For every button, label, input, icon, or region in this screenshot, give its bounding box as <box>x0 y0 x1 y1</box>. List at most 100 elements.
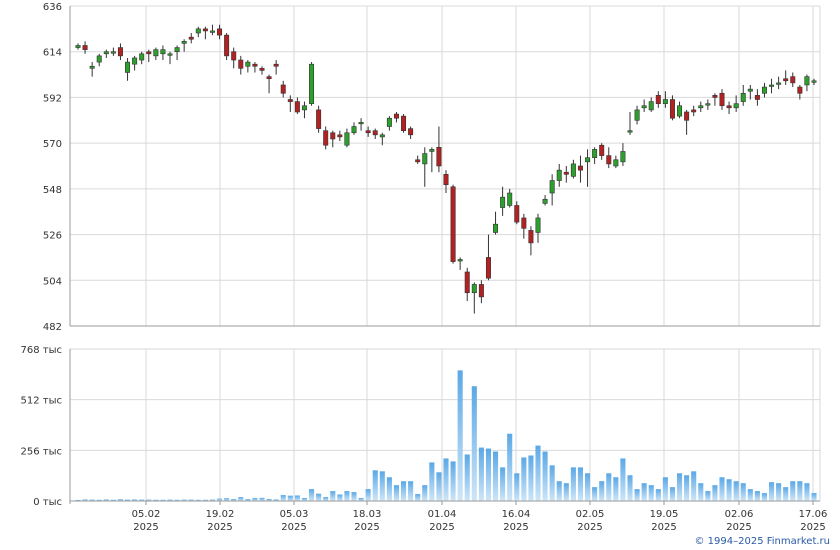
candle <box>280 80 286 98</box>
x-tick-label-date: 18.03 <box>353 509 382 520</box>
candle <box>485 234 491 281</box>
candle <box>662 91 668 108</box>
volume-bar <box>301 498 308 501</box>
volume-bar <box>167 499 173 501</box>
candle <box>634 105 640 125</box>
candle-body <box>351 126 357 134</box>
volume-bar <box>337 494 343 501</box>
price-y-tick-label: 504 <box>43 276 62 287</box>
candle <box>379 132 385 146</box>
candle-body <box>436 146 442 167</box>
copyright-footer[interactable]: © 1994–2025 Finmarket.ru <box>694 536 830 547</box>
candle-body <box>719 92 725 107</box>
x-tick-label-year: 2025 <box>207 522 232 533</box>
x-tick-label-year: 2025 <box>800 522 825 533</box>
volume-bar <box>691 471 697 501</box>
candle <box>365 126 371 137</box>
volume-bar <box>89 499 95 501</box>
candle <box>691 105 697 117</box>
candle <box>585 149 591 187</box>
x-tick-label-year: 2025 <box>503 522 528 533</box>
candle-body <box>365 130 371 134</box>
candle-body <box>422 153 428 165</box>
candle-body <box>811 80 817 83</box>
x-tick-label-year: 2025 <box>281 522 306 533</box>
candle <box>344 128 350 148</box>
candle-body <box>478 284 484 298</box>
price-panel: 482 504 526 548 570 592 614 636 <box>43 2 821 333</box>
candle <box>606 147 612 169</box>
volume-bar <box>570 467 576 501</box>
volume-bar <box>110 499 116 501</box>
candle <box>224 33 230 61</box>
candle <box>677 101 683 119</box>
candle <box>457 257 463 270</box>
candle <box>769 78 775 94</box>
volume-bar <box>563 483 569 501</box>
candle <box>252 62 258 73</box>
volume-panel: 0 тыс 256 тыс 512 тыс 768 тыс <box>21 345 821 508</box>
x-tick-label-date: 16.04 <box>502 509 531 520</box>
candle <box>712 93 718 106</box>
candle-body <box>379 134 385 138</box>
volume-bar <box>450 461 456 501</box>
x-tick-label-date: 19.05 <box>650 509 679 520</box>
volume-bar <box>415 494 421 501</box>
candle-body <box>330 132 336 140</box>
candle <box>75 43 81 50</box>
volume-bar <box>698 483 704 501</box>
candle-body <box>372 130 378 136</box>
candle-body <box>542 198 548 204</box>
candle-body <box>287 99 293 102</box>
volume-bar <box>478 447 484 501</box>
candle-body <box>386 117 392 127</box>
volume-y-tick-label: 512 тыс <box>21 396 62 407</box>
candle-body <box>549 180 555 194</box>
volume-bar <box>684 475 690 501</box>
candle <box>535 213 541 243</box>
volume-bar <box>754 491 760 501</box>
candle <box>259 66 265 75</box>
candle-body <box>209 30 215 33</box>
candle-body <box>641 105 647 109</box>
candle-body <box>662 99 668 104</box>
candle <box>599 143 605 160</box>
price-y-tick-label: 636 <box>43 2 62 13</box>
candle <box>811 78 817 85</box>
candle <box>443 170 449 194</box>
volume-bar <box>188 499 194 501</box>
volume-bar <box>662 477 668 501</box>
candle-body <box>259 68 265 71</box>
candle-body <box>301 105 307 111</box>
volume-bar <box>761 493 768 501</box>
volume-bar <box>776 483 782 501</box>
candle <box>783 70 789 85</box>
volume-bar <box>648 485 654 501</box>
volume-bar <box>202 499 208 501</box>
volume-bar <box>528 455 534 501</box>
candle-body <box>783 78 789 82</box>
volume-bar <box>316 493 322 501</box>
candle <box>684 109 690 135</box>
volume-bar <box>676 473 683 501</box>
volume-bar <box>556 481 562 501</box>
volume-bar <box>386 477 392 501</box>
candle <box>450 184 456 264</box>
candle <box>726 101 732 115</box>
candle <box>797 84 803 100</box>
volume-bar <box>457 370 463 501</box>
candle-body <box>337 134 343 138</box>
volume-bar <box>231 499 237 501</box>
volume-bar <box>245 499 251 501</box>
candle-body <box>188 36 194 40</box>
candle-body <box>471 284 477 294</box>
candle <box>139 51 145 65</box>
candle <box>719 89 725 110</box>
volume-bar <box>733 481 739 501</box>
volume-bar <box>132 499 138 501</box>
volume-bar <box>705 491 711 501</box>
volume-bar <box>811 493 817 501</box>
volume-bar <box>542 451 548 501</box>
candle-body <box>110 51 116 54</box>
volume-bar <box>719 477 725 501</box>
